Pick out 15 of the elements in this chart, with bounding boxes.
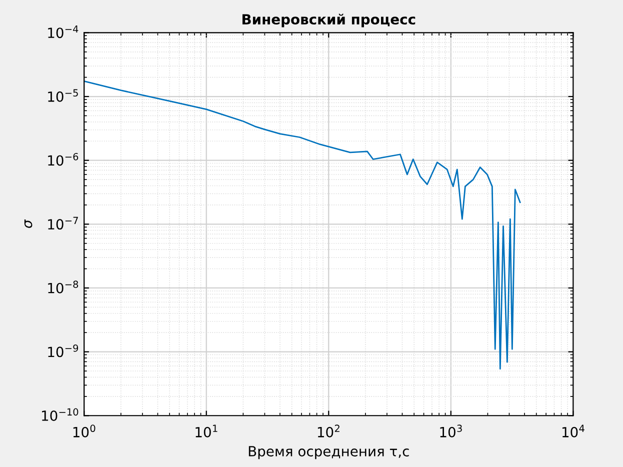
y-tick-label: 10$^{−5}$ [48, 89, 78, 102]
y-tick-label: 10$^{−8}$ [48, 280, 78, 294]
chart-title: Винеровский процесс [242, 14, 416, 28]
x-tick-label: 10$^{2}$ [318, 424, 340, 438]
x-tick-label: 10$^{0}$ [73, 424, 96, 438]
x-tick-label: 10$^{1}$ [196, 424, 218, 438]
y-tick-label: 10$^{−6}$ [48, 152, 78, 166]
y-tick-label: 10$^{−7}$ [48, 216, 78, 230]
x-tick-label: 10$^{3}$ [440, 424, 462, 438]
y-axis-title: σ [24, 219, 32, 228]
y-tick-label: 10$^{−4}$ [48, 25, 78, 38]
y-tick-label: 10$^{−10}$ [42, 408, 78, 421]
y-tick-label: 10$^{−9}$ [48, 344, 78, 358]
x-tick-label: 10$^{4}$ [562, 424, 584, 438]
x-axis-title: Время осреднения τ,c [248, 446, 409, 460]
